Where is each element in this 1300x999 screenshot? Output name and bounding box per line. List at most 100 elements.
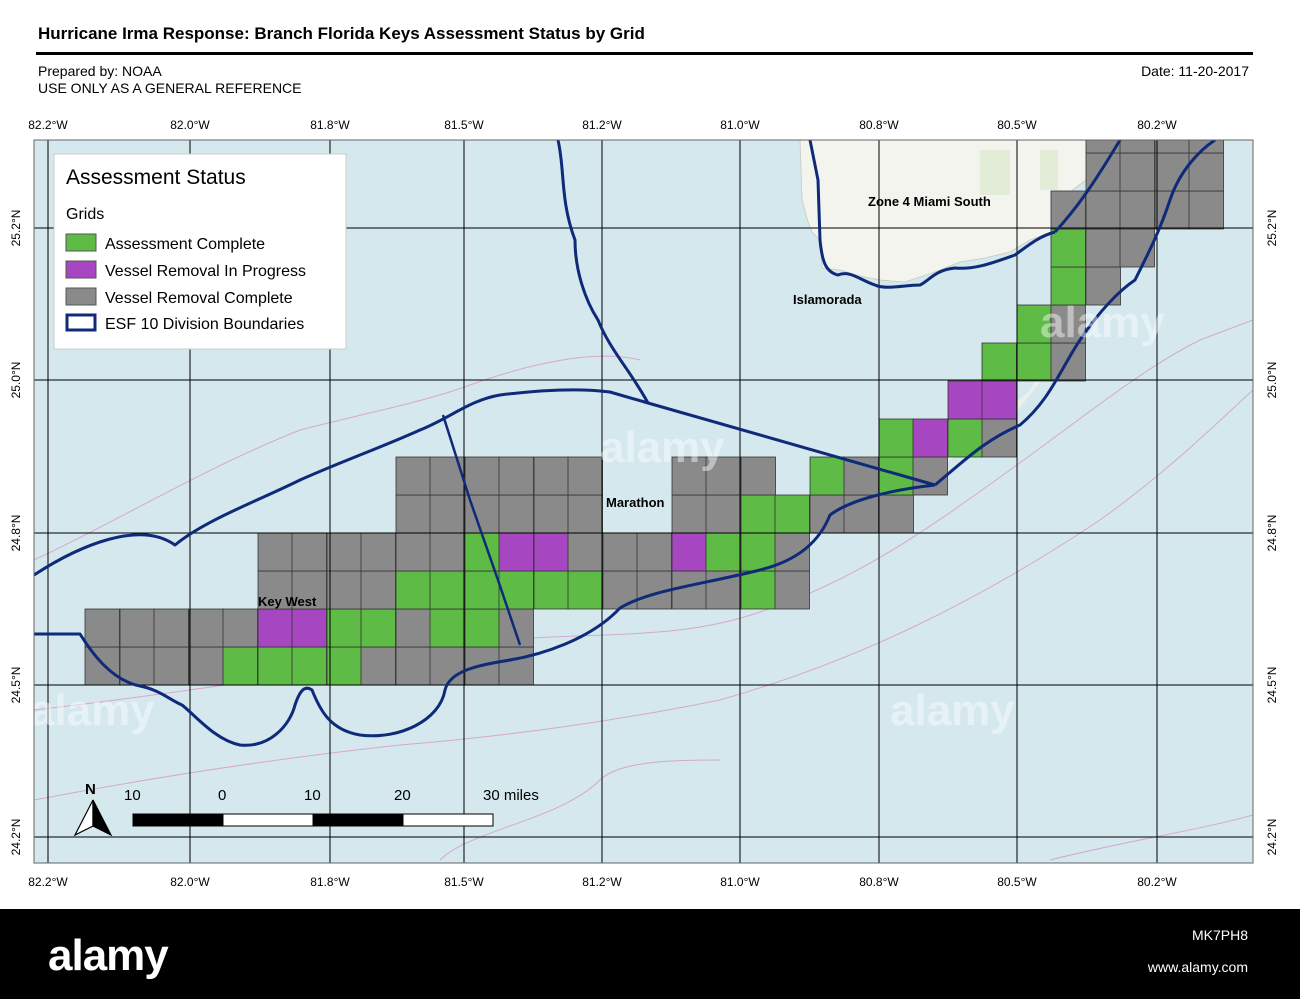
boundary-keywest-loop (34, 483, 936, 747)
scale-segment (132, 813, 224, 827)
grid-cell-vessel-removal-complete (395, 608, 431, 648)
scale-label: 10 (304, 787, 321, 804)
grid-cell-vessel-removal-complete (188, 608, 224, 648)
longitude-tick-label: 81.2°W (582, 875, 622, 889)
park-area (980, 150, 1010, 195)
grid-cell-vessel-removal-complete (360, 646, 396, 686)
grid-cell-assessment-complete (878, 418, 914, 458)
grid-cell-vessel-removal-complete (429, 646, 465, 686)
north-arrow-icon: N (73, 781, 113, 837)
legend: Assessment Status Grids Assessment Compl… (53, 153, 347, 350)
grid-cell-assessment-complete (257, 646, 293, 686)
depth-contour (439, 759, 721, 861)
grid-cell-vessel-removal-complete (533, 456, 569, 496)
legend-subtitle: Grids (66, 206, 104, 223)
legend-title: Assessment Status (66, 166, 246, 189)
assessment-grid (84, 140, 1224, 686)
grid-cell-vessel-removal-complete (291, 532, 327, 572)
longitude-tick-label: 82.0°W (170, 118, 210, 132)
grid-cell-assessment-complete (809, 456, 845, 496)
latitude-tick-label: 25.2°N (1265, 210, 1279, 247)
grid-cell-vessel-removal-complete (1119, 152, 1155, 192)
longitude-tick-label: 81.2°W (582, 118, 622, 132)
grid-cell-vessel-removal-complete (567, 532, 603, 572)
latitude-tick-label: 24.5°N (9, 667, 23, 704)
longitude-tick-label: 82.2°W (28, 875, 68, 889)
latitude-ticks-left: 25.2°N 25.0°N 24.8°N 24.5°N 24.2°N (9, 210, 23, 856)
longitude-tick-label: 81.0°W (720, 875, 760, 889)
grid-cell-vessel-removal-complete (602, 532, 638, 572)
grid-cell-assessment-complete (774, 494, 810, 534)
boundary-west (34, 388, 936, 577)
latitude-tick-label: 25.0°N (1265, 362, 1279, 399)
grid-cell-vessel-removal-in-progress (533, 532, 569, 572)
watermark-banner: alamy MK7PH8 www.alamy.com (0, 909, 1300, 999)
grid-cell-vessel-removal-complete (291, 570, 327, 610)
depth-contour (34, 355, 641, 561)
grid-cell-vessel-removal-complete (567, 494, 603, 534)
grid-cell-vessel-removal-complete (395, 456, 431, 496)
grid-cell-vessel-removal-complete (774, 570, 810, 610)
depth-contour (1049, 814, 1253, 861)
grid-cell-vessel-removal-complete (1154, 140, 1190, 154)
boundary-east (934, 140, 1216, 487)
place-zone4: Zone 4 Miami South (868, 194, 991, 209)
grid-cell-assessment-complete (429, 608, 465, 648)
grid-cell-assessment-complete (1016, 342, 1052, 382)
grid-cell-assessment-complete (360, 608, 396, 648)
grid-cell-vessel-removal-complete (395, 532, 431, 572)
legend-swatch-vessel-removal-in-progress (65, 260, 97, 279)
grid-cell-assessment-complete (567, 570, 603, 610)
grid-cell-vessel-removal-complete (1119, 190, 1155, 230)
grid-cell-vessel-removal-complete (705, 456, 741, 496)
grid-cell-assessment-complete (1050, 228, 1086, 268)
longitude-tick-label: 80.8°W (859, 875, 899, 889)
grid-cell-vessel-removal-complete (705, 494, 741, 534)
grid-cell-vessel-removal-complete (119, 608, 155, 648)
grid-cell-vessel-removal-in-progress (671, 532, 707, 572)
longitude-ticks-bottom: 82.2°W 82.0°W 81.8°W 81.5°W 81.2°W 81.0°W 80.8… (28, 875, 1177, 889)
grid-cell-vessel-removal-complete (740, 456, 776, 496)
grid-cell-vessel-removal-complete (671, 456, 707, 496)
longitude-tick-label: 80.2°W (1137, 118, 1177, 132)
grid-cell-vessel-removal-complete (326, 532, 362, 572)
grid-cell-assessment-complete (981, 342, 1017, 382)
longitude-tick-label: 80.8°W (859, 118, 899, 132)
grid-cell-vessel-removal-complete (395, 494, 431, 534)
grid-cell-vessel-removal-complete (84, 608, 120, 648)
usage-note: USE ONLY AS A GENERAL REFERENCE (38, 80, 302, 96)
grid-cell-assessment-complete (222, 646, 258, 686)
scale-segment (312, 813, 404, 827)
legend-swatch-assessment-complete (65, 233, 97, 252)
legend-swatch-esf10-boundaries (65, 313, 97, 332)
grid-cell-vessel-removal-complete (1119, 140, 1155, 154)
place-marathon: Marathon (606, 495, 665, 510)
map-border (33, 139, 1254, 864)
legend-label-assessment-complete: Assessment Complete (105, 236, 265, 253)
scale-segment (222, 813, 314, 827)
grid-cell-vessel-removal-complete (360, 570, 396, 610)
esf10-boundaries (34, 140, 1216, 747)
north-label: N (85, 781, 96, 798)
grid-cell-vessel-removal-complete (1050, 190, 1086, 230)
map-area: Zone 4 Miami South Islamorada Marathon K… (34, 140, 1253, 863)
grid-cell-vessel-removal-complete (498, 608, 534, 648)
grid-cell-assessment-complete (1016, 304, 1052, 344)
grid-cell-assessment-complete (740, 532, 776, 572)
grid-cell-vessel-removal-complete (84, 646, 120, 686)
latitude-tick-label: 24.2°N (9, 819, 23, 856)
prepared-by: Prepared by: NOAA (38, 63, 162, 79)
boundary-divider (441, 414, 522, 646)
latitude-tick-label: 25.2°N (9, 210, 23, 247)
longitude-tick-label: 81.0°W (720, 118, 760, 132)
latitude-tick-label: 24.8°N (9, 515, 23, 552)
grid-cell-vessel-removal-complete (636, 532, 672, 572)
grid-cell-assessment-complete (740, 494, 776, 534)
legend-label-vessel-removal-in-progress: Vessel Removal In Progress (105, 263, 306, 280)
legend-label-vessel-removal-complete: Vessel Removal Complete (105, 290, 293, 307)
map-date: Date: 11-20-2017 (1141, 63, 1249, 79)
boundary-zone-line (556, 140, 650, 404)
grid-cell-vessel-removal-complete (1050, 304, 1086, 344)
scale-bar: 10 0 10 20 30 miles (124, 787, 539, 827)
